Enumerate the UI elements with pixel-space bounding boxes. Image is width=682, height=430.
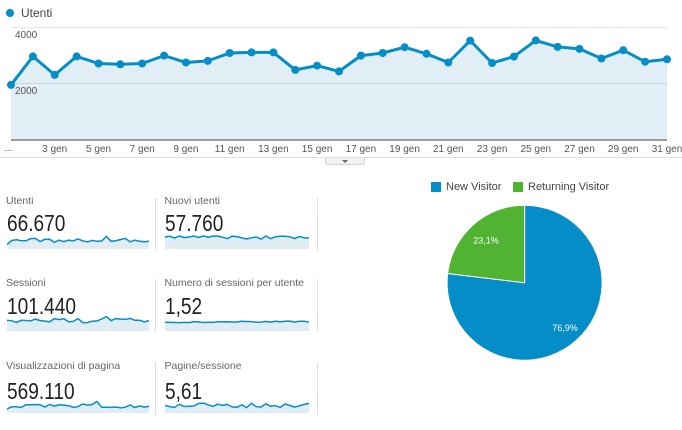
svg-text:76,9%: 76,9% xyxy=(552,323,578,333)
svg-text:23,1%: 23,1% xyxy=(473,236,499,246)
